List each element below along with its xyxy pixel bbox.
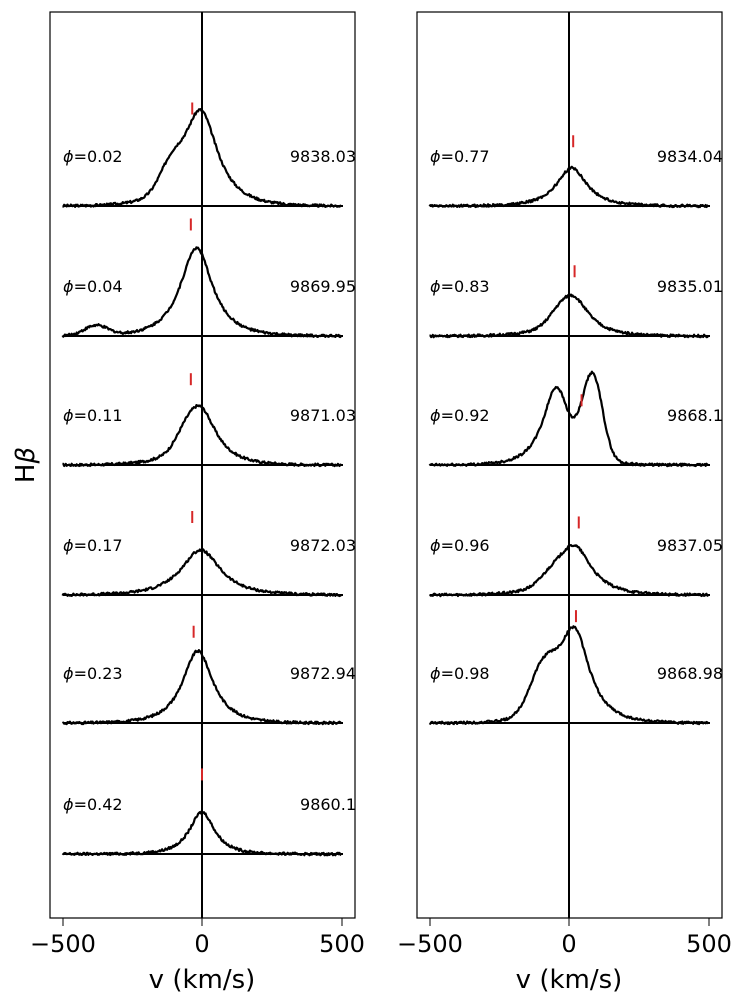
left-profile-line-3 [61,548,342,598]
left-xtick-label-1: 0 [194,930,209,958]
right-profile-line-3 [428,543,709,598]
phase-symbol: ϕ [430,277,441,296]
left-date-label-0: 9838.03 [290,147,356,166]
phase-symbol: ϕ [430,664,441,683]
phase-value: =0.96 [441,536,490,555]
right-date-label-4: 9868.98 [657,664,723,683]
left-spectrum-5: ϕ=0.42 9860.1 [61,768,356,857]
phase-value: =0.77 [441,147,490,166]
right-x-axis: −500 0 500 v (km/s) [397,918,732,995]
phase-symbol: ϕ [63,147,74,166]
left-phase-label-1: ϕ=0.04 [63,277,123,296]
left-date-label-4: 9872.94 [290,664,356,683]
left-profile-line-0 [62,107,343,208]
left-spectrum-4: ϕ=0.23 9872.94 [61,625,356,726]
left-xtick-label-0: −500 [30,930,96,958]
left-profile-line-4 [61,648,343,726]
right-spectrum-2: ϕ=0.92 9868.1 [428,370,723,468]
left-profile-line-1 [61,246,343,339]
left-x-axis-label: v (km/s) [149,965,256,995]
phase-symbol: ϕ [430,536,441,555]
left-date-label-1: 9869.95 [290,277,356,296]
phase-value: =0.92 [441,406,490,425]
right-phase-label-1: ϕ=0.83 [430,277,490,296]
left-phase-label-0: ϕ=0.02 [63,147,123,166]
phase-symbol: ϕ [63,406,74,425]
left-spectrum-2: ϕ=0.11 9871.03 [62,373,356,468]
phase-value: =0.23 [74,664,123,683]
left-phase-label-5: ϕ=0.42 [63,795,123,814]
phase-symbol: ϕ [63,795,74,814]
right-xtick-label-1: 0 [561,930,576,958]
left-date-label-5: 9860.1 [300,795,356,814]
right-profile-line-2 [428,370,709,468]
right-x-axis-label: v (km/s) [516,965,623,995]
right-spectrum-0: ϕ=0.77 9834.04 [428,135,723,209]
y-axis-label-symbol: β [11,447,41,465]
right-phase-label-0: ϕ=0.77 [430,147,490,166]
spectra-layer: ϕ=0.02 9838.03ϕ=0.04 9869.95ϕ=0.11 9871.03ϕ… [61,102,723,857]
right-xtick-label-2: 500 [686,930,732,958]
right-spectrum-1: ϕ=0.83 9835.01 [429,265,723,339]
left-profile-line-5 [61,810,342,857]
left-x-axis: −500 0 500 v (km/s) [30,918,365,995]
right-spectrum-4: ϕ=0.98 9868.98 [428,610,723,726]
left-xtick-label-2: 500 [319,930,365,958]
right-date-label-1: 9835.01 [657,277,723,296]
left-profile-line-2 [62,404,342,468]
left-phase-label-2: ϕ=0.11 [63,406,123,425]
left-spectrum-0: ϕ=0.02 9838.03 [62,102,356,208]
left-phase-label-4: ϕ=0.23 [63,664,123,683]
left-spectrum-3: ϕ=0.17 9872.03 [61,511,356,598]
phase-value: =0.17 [74,536,123,555]
right-profile-line-1 [429,293,710,339]
right-phase-label-3: ϕ=0.96 [430,536,490,555]
left-spectrum-1: ϕ=0.04 9869.95 [61,218,356,339]
right-phase-label-4: ϕ=0.98 [430,664,490,683]
phase-value: =0.98 [441,664,490,683]
right-profile-line-4 [428,625,710,726]
right-xtick-label-0: −500 [397,930,463,958]
right-spectrum-3: ϕ=0.96 9837.05 [428,516,723,598]
right-date-label-3: 9837.05 [657,536,723,555]
y-axis-label-prefix: H [11,464,41,484]
phase-symbol: ϕ [63,664,74,683]
phase-symbol: ϕ [63,536,74,555]
phase-value: =0.42 [74,795,123,814]
right-phase-label-2: ϕ=0.92 [430,406,490,425]
left-phase-label-3: ϕ=0.17 [63,536,123,555]
y-axis-label: Hβ [11,447,41,483]
right-date-label-0: 9834.04 [657,147,723,166]
phase-value: =0.11 [74,406,123,425]
phase-value: =0.04 [74,277,123,296]
right-profile-line-0 [428,165,710,209]
phase-symbol: ϕ [430,406,441,425]
left-date-label-2: 9871.03 [290,406,356,425]
phase-value: =0.83 [441,277,490,296]
right-date-label-2: 9868.1 [667,406,723,425]
phase-symbol: ϕ [63,277,74,296]
phase-value: =0.02 [74,147,123,166]
left-date-label-3: 9872.03 [290,536,356,555]
phase-symbol: ϕ [430,147,441,166]
